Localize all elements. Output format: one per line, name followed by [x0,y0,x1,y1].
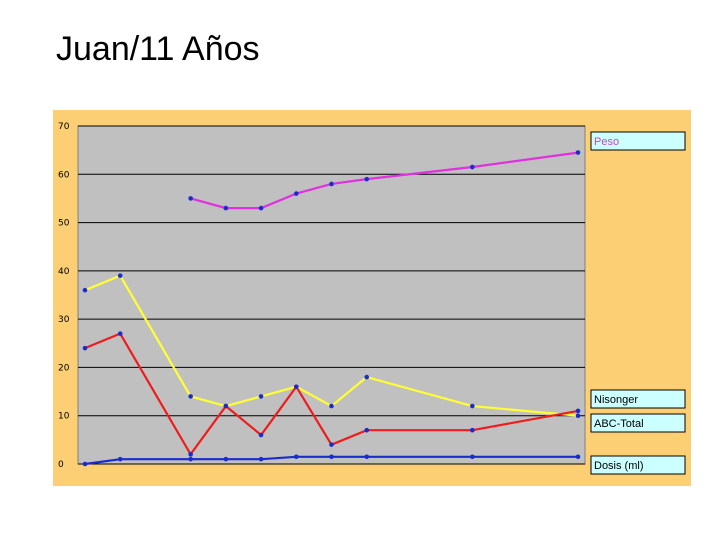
data-point [223,456,229,462]
data-point [364,374,370,380]
legend-label-1: Nisonger [594,394,638,406]
data-point [329,181,334,187]
legend-box-1 [590,389,686,409]
data-point [329,454,334,460]
data-point [470,403,475,409]
series-line-1 [84,274,579,417]
data-point [82,287,88,293]
data-point [117,273,123,278]
data-point [364,176,370,182]
data-point [223,205,229,211]
data-point [258,432,264,438]
y-tick-label: 10 [58,412,70,422]
series-group [82,150,581,467]
data-point [82,461,88,467]
grid-lines [78,125,585,465]
legend-box-0 [590,131,686,151]
y-axis-tick-labels: 0 10 20 30 40 50 60 70 [58,122,70,470]
legend: Peso Nisonger ABC-Total Dosis (ml) [590,131,686,475]
data-point [329,442,334,447]
series-line-0 [190,151,579,210]
y-tick-label: 20 [58,363,70,373]
data-point [117,456,123,462]
data-point [575,150,581,155]
data-point [470,454,475,460]
y-tick-label: 40 [58,267,70,277]
y-tick-label: 30 [58,315,70,325]
data-point [364,454,370,460]
data-point [575,413,581,419]
plot-area [77,125,586,465]
data-point [329,403,334,409]
data-point [470,427,475,433]
legend-label-3: Dosis (ml) [594,460,644,472]
legend-box-3 [590,455,686,475]
data-point [258,205,264,211]
data-point [293,384,299,390]
y-tick-label: 60 [58,170,70,180]
legend-label-0: Peso [594,136,619,148]
data-point [82,345,88,351]
legend-box-2 [590,413,686,433]
slide-title: Juan/11 Años [56,30,260,68]
data-point [575,408,581,414]
data-point [470,164,475,170]
data-point [188,456,193,462]
data-point [364,427,370,433]
legend-label-2: ABC-Total [594,418,644,430]
series-line-2 [84,332,579,457]
data-point [258,394,264,399]
data-point [223,403,229,409]
y-tick-label: 50 [58,219,70,229]
data-point [117,331,123,336]
data-point [575,454,581,460]
data-point [258,456,264,462]
y-tick-label: 0 [58,460,64,470]
data-point [293,191,299,196]
data-point [188,196,193,201]
data-point [188,394,193,399]
data-point [188,452,193,457]
y-tick-label: 70 [58,122,70,132]
series-line-3 [84,455,578,466]
data-point [293,454,299,460]
